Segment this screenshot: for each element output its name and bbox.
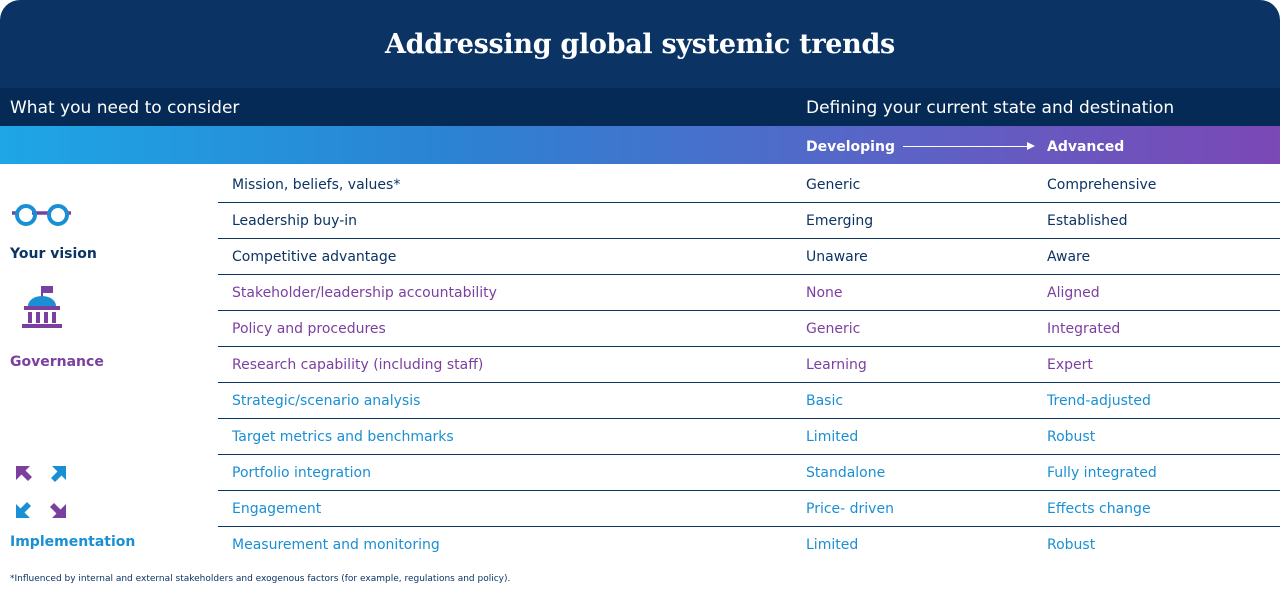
arrow-right-icon [1027, 142, 1035, 150]
row-item: Competitive advantage [232, 249, 397, 265]
row-developing: Emerging [806, 213, 874, 229]
row-item: Target metrics and benchmarks [232, 429, 454, 445]
table-row: Competitive advantage Unaware Aware [218, 238, 1280, 275]
row-item: Policy and procedures [232, 321, 386, 337]
table-row: Measurement and monitoring Limited Robus… [218, 526, 1280, 562]
table-row: Target metrics and benchmarks Limited Ro… [218, 418, 1280, 455]
row-developing: Limited [806, 429, 859, 445]
row-advanced: Aligned [1047, 285, 1100, 301]
row-item: Portfolio integration [232, 465, 371, 481]
row-advanced: Fully integrated [1047, 465, 1157, 481]
scale-advanced-label: Advanced [1047, 139, 1125, 155]
subheader-left: What you need to consider [10, 98, 240, 118]
row-item: Research capability (including staff) [232, 357, 484, 373]
row-item: Mission, beliefs, values* [232, 177, 401, 193]
row-developing: Basic [806, 393, 844, 409]
scale-arrow-line [903, 146, 1030, 147]
row-developing: Generic [806, 177, 861, 193]
row-advanced: Trend-adjusted [1047, 393, 1151, 409]
row-advanced: Expert [1047, 357, 1093, 373]
row-developing: Limited [806, 537, 859, 553]
glasses-icon [12, 204, 71, 226]
table-row: Engagement Price- driven Effects change [218, 490, 1280, 527]
row-advanced: Comprehensive [1047, 177, 1157, 193]
row-item: Leadership buy-in [232, 213, 358, 229]
subheader-right: Defining your current state and destinat… [806, 98, 1175, 118]
row-item: Engagement [232, 501, 322, 517]
section-label-governance: Governance [10, 354, 104, 370]
row-developing: None [806, 285, 843, 301]
table-row: Stakeholder/leadership accountability No… [218, 274, 1280, 311]
row-advanced: Established [1047, 213, 1128, 229]
row-developing: Generic [806, 321, 861, 337]
page-title: Addressing global systemic trends [385, 28, 895, 60]
table-row: Policy and procedures Generic Integrated [218, 310, 1280, 347]
section-label-implementation: Implementation [10, 534, 136, 550]
table-row: Research capability (including staff) Le… [218, 346, 1280, 383]
row-developing: Unaware [806, 249, 868, 265]
row-developing: Standalone [806, 465, 886, 481]
row-advanced: Robust [1047, 429, 1096, 445]
institution-building-icon [22, 286, 62, 328]
row-developing: Learning [806, 357, 867, 373]
table-row: Mission, beliefs, values* Generic Compre… [218, 166, 1280, 203]
row-developing: Price- driven [806, 501, 894, 517]
title-bar: Addressing global systemic trends [0, 0, 1280, 88]
table-row: Strategic/scenario analysis Basic Trend-… [218, 382, 1280, 419]
table-row: Portfolio integration Standalone Fully i… [218, 454, 1280, 491]
scale-developing-label: Developing [806, 139, 895, 155]
row-item: Measurement and monitoring [232, 537, 440, 553]
footnote: *Influenced by internal and external sta… [10, 574, 511, 584]
row-item: Strategic/scenario analysis [232, 393, 421, 409]
table-row: Leadership buy-in Emerging Established [218, 202, 1280, 239]
row-item: Stakeholder/leadership accountability [232, 285, 497, 301]
section-label-vision: Your vision [10, 246, 97, 262]
row-advanced: Robust [1047, 537, 1096, 553]
subheader-bar: What you need to consider Defining your … [0, 88, 1280, 126]
four-arrows-icon [16, 466, 66, 518]
row-advanced: Aware [1047, 249, 1091, 265]
row-advanced: Integrated [1047, 321, 1121, 337]
row-advanced: Effects change [1047, 501, 1151, 517]
scale-bar: Developing Advanced [0, 126, 1280, 164]
